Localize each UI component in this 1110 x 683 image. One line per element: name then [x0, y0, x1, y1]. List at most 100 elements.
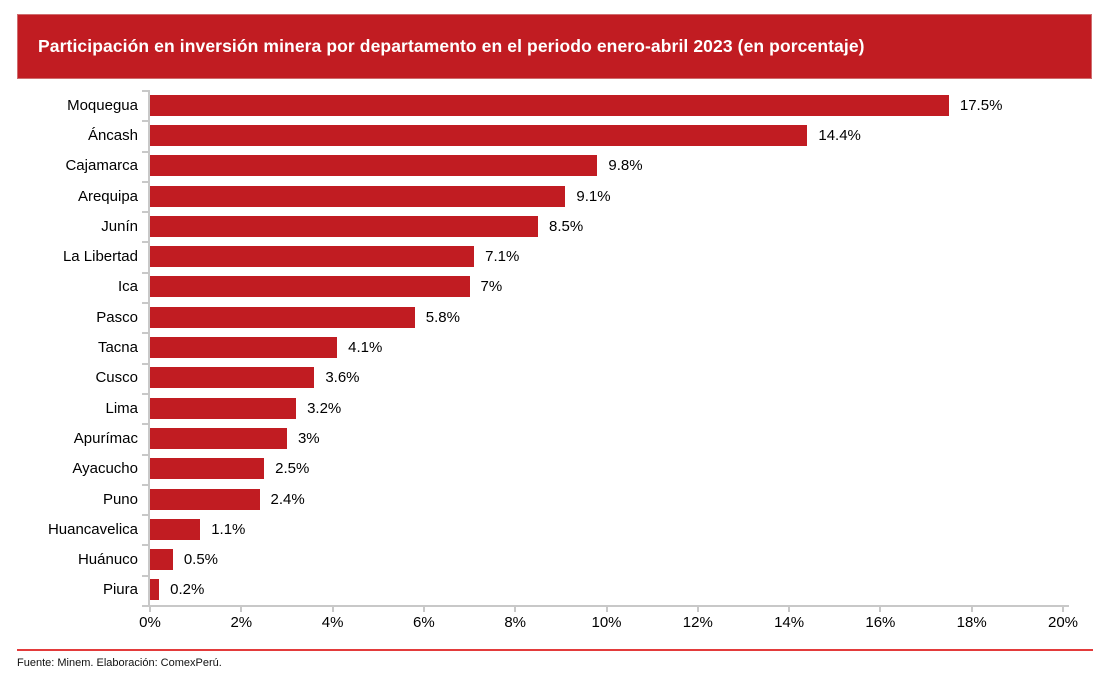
bar-area: 2.4% [150, 488, 1063, 510]
bar-area: 0.2% [150, 579, 1063, 601]
bar-area: 17.5% [150, 94, 1063, 116]
x-axis-tick-label: 0% [139, 614, 161, 631]
bar-area: 8.5% [150, 215, 1063, 237]
value-label: 8.5% [549, 217, 584, 235]
y-axis-tick [142, 120, 148, 123]
value-label: 9.1% [576, 187, 611, 205]
y-axis-tick [142, 574, 148, 577]
bar-area: 3.6% [150, 367, 1063, 389]
bar-area: 9.8% [150, 155, 1063, 177]
bar [150, 94, 949, 116]
category-label: Cajamarca [65, 157, 138, 175]
bar [150, 306, 415, 328]
chart-row: Cajamarca 9.8% [0, 151, 1110, 181]
bar-area: 7.1% [150, 246, 1063, 268]
chart-row: Arequipa 9.1% [0, 181, 1110, 211]
category-label: La Libertad [62, 248, 138, 266]
chart-row: La Libertad 7.1% [0, 241, 1110, 271]
chart-row: Lima 3.2% [0, 393, 1110, 423]
category-label: Ica [117, 278, 138, 296]
category-label: Pasco [96, 308, 138, 326]
x-axis-tick [970, 605, 973, 612]
y-axis-tick [142, 211, 148, 214]
category-label: Huánuco [77, 551, 138, 569]
x-axis-tick [788, 605, 791, 612]
y-axis-tick [142, 332, 148, 335]
x-axis-tick [879, 605, 882, 612]
value-label: 1.1% [211, 520, 246, 538]
y-axis-line [148, 90, 150, 607]
category-label: Lima [105, 399, 138, 417]
chart-row: Áncash 14.4% [0, 120, 1110, 150]
category-label: Junín [101, 217, 138, 235]
x-axis-tick-label: 14% [774, 614, 805, 631]
bar [150, 579, 160, 601]
y-axis-tick [142, 150, 148, 153]
chart-row: Ayacucho 2.5% [0, 454, 1110, 484]
y-axis-tick [142, 423, 148, 426]
x-axis-tick [240, 605, 243, 612]
x-axis-tick-label: 6% [413, 614, 435, 631]
value-label: 14.4% [818, 126, 861, 144]
category-label: Huancavelica [47, 520, 138, 538]
category-label: Moquegua [67, 96, 138, 114]
bar-area: 2.5% [150, 458, 1063, 480]
y-axis-tick [142, 483, 148, 486]
chart-row: Tacna 4.1% [0, 332, 1110, 362]
bar [150, 246, 475, 268]
chart-row: Piura 0.2% [0, 575, 1110, 605]
bar [150, 518, 201, 540]
bar [150, 397, 297, 419]
chart-row: Cusco 3.6% [0, 363, 1110, 393]
category-label: Tacna [97, 339, 138, 357]
x-axis-tick-label: 4% [321, 614, 344, 631]
x-axis-tick-label: 8% [504, 614, 527, 631]
category-label: Arequipa [77, 187, 138, 205]
value-label: 3% [297, 429, 320, 447]
value-label: 0.2% [170, 581, 205, 599]
chart-row: Pasco 5.8% [0, 302, 1110, 332]
y-axis-tick [142, 271, 148, 274]
category-label: Puno [102, 490, 138, 508]
value-label: 3.2% [307, 399, 342, 417]
bar [150, 427, 287, 449]
bar-area: 9.1% [150, 185, 1063, 207]
bar-area: 5.8% [150, 306, 1063, 328]
value-label: 4.1% [348, 339, 383, 357]
y-axis-tick [142, 605, 148, 607]
chart-row: Junín 8.5% [0, 211, 1110, 241]
value-label: 3.6% [325, 369, 360, 387]
bar [150, 185, 566, 207]
chart-row: Huancavelica 1.1% [0, 514, 1110, 544]
bar-area: 0.5% [150, 549, 1063, 571]
value-label: 7% [480, 278, 503, 296]
chart-row: Moquegua 17.5% [0, 90, 1110, 120]
bar [150, 367, 315, 389]
x-axis-tick [149, 605, 151, 612]
bar [150, 276, 470, 298]
y-axis-tick [142, 362, 148, 365]
value-label: 0.5% [183, 551, 219, 569]
bar [150, 155, 598, 177]
chart-title: Participación en inversión minera por de… [38, 36, 865, 56]
x-axis-tick-label: 10% [591, 614, 622, 631]
bar [150, 215, 539, 237]
x-axis-tick-label: 18% [956, 614, 987, 631]
value-label: 2.5% [275, 460, 310, 478]
bar-area: 14.4% [150, 124, 1063, 146]
y-axis-tick [142, 514, 148, 517]
x-axis-tick-label: 20% [1047, 614, 1079, 631]
value-label: 2.4% [270, 490, 305, 508]
chart-row: Apurímac 3% [0, 423, 1110, 453]
category-label: Ayacucho [72, 460, 138, 478]
y-axis-tick [142, 544, 148, 547]
category-label: Áncash [87, 126, 138, 144]
bar [150, 488, 260, 510]
value-label: 5.8% [425, 308, 460, 326]
x-axis-tick-label: 12% [682, 614, 713, 631]
bar [150, 337, 338, 359]
bar-area: 3% [150, 427, 1063, 449]
x-axis-tick [696, 605, 699, 612]
category-label: Cusco [95, 369, 138, 387]
x-axis-tick [422, 605, 425, 612]
